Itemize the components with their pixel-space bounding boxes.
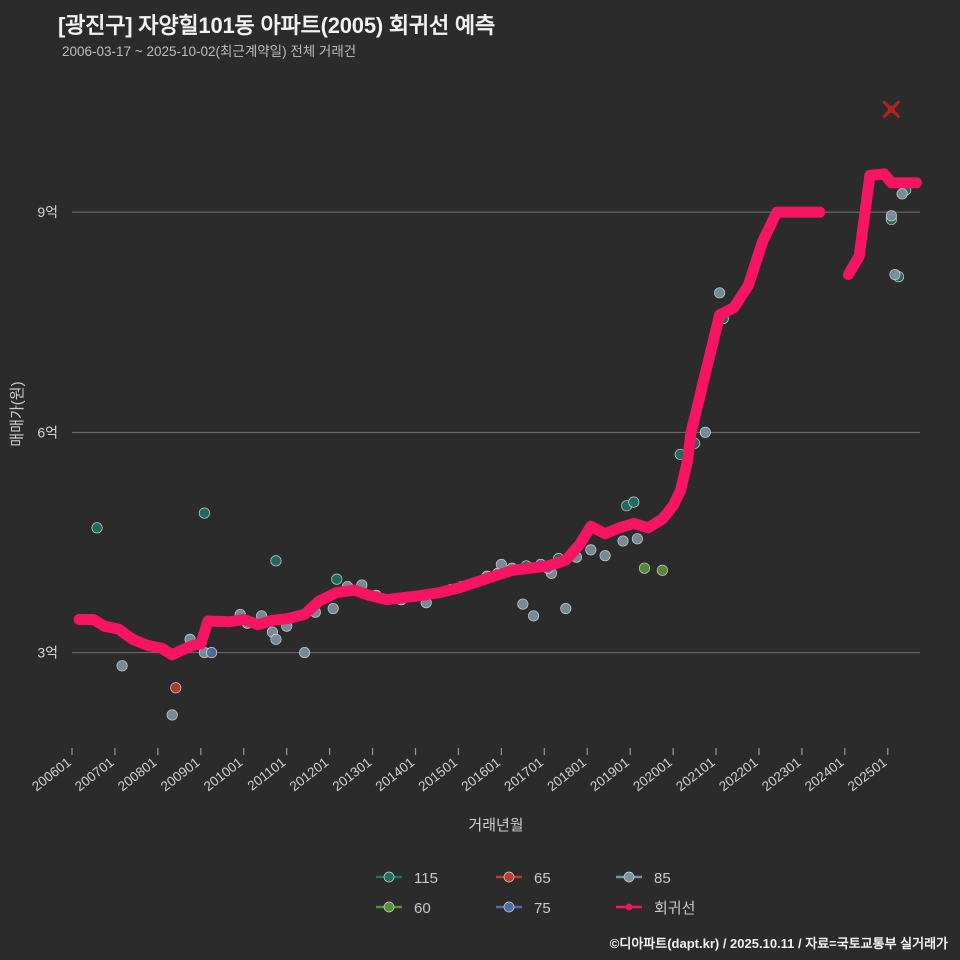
scatter-point-85 [270,633,282,645]
scatter-point-85 [560,602,572,615]
x-axis-tick-label: 201901 [587,755,632,795]
scatter-point-85 [166,709,178,721]
legend-item-85[interactable]: 85 [616,870,671,887]
scatter-point-85 [528,610,540,622]
x-axis-tick-label: 201701 [501,755,546,795]
legend-swatch-marker [625,903,633,911]
scatter-point-85 [599,550,611,562]
scatter-point-75 [205,647,218,659]
x-axis-tick-label: 200701 [72,755,117,795]
chart-title: [광진구] 자양힐101동 아파트(2005) 회귀선 예측 [58,13,496,38]
legend-label: 115 [414,870,438,887]
chart-legend: 115 65 85 60 75 회귀선 [376,870,695,917]
x-axis-title: 거래년월 [468,817,523,834]
x-axis-tick-label: 201601 [458,755,503,795]
scatter-point-115 [91,522,103,534]
scatter-point-65 [170,682,182,694]
legend-swatch-marker [383,871,395,883]
legend-label: 85 [654,870,671,887]
x-axis-tick-label: 201401 [373,755,418,795]
scatter-point-60 [656,564,668,576]
legend-label: 65 [534,870,551,887]
outlier-markers [882,100,900,118]
y-axis-tick-label: 6억 [37,424,58,440]
x-axis-tick-label: 202101 [673,755,718,795]
x-axis-tick-label: 202501 [845,755,890,795]
x-axis-tick-label: 202401 [802,755,847,795]
scatter-point-85 [327,602,339,615]
scatter-point-85 [299,647,311,659]
legend-label: 75 [534,900,551,917]
chart-subtitle: 2006-03-17 ~ 2025-10-02(최근계약일) 전체 거래건 [62,44,357,59]
regression-line [73,168,922,661]
legend-item-60[interactable]: 60 [376,900,431,917]
scatter-point-85 [517,598,529,610]
legend-swatch-marker [503,901,515,913]
scatter-point-85 [896,188,908,200]
legend-label: 회귀선 [654,900,695,917]
scatter-point-115 [331,573,343,585]
legend-swatch-marker [503,871,515,883]
y-axis-tick-label: 3억 [37,645,58,661]
legend-item-115[interactable]: 115 [376,870,438,887]
y-axis-ticks: 3억 6억 9억 [37,204,58,660]
scatter-point-115 [198,507,210,519]
scatter-point-60 [638,562,651,574]
scatter-point-115 [628,496,640,508]
x-axis-tick-label: 202001 [630,755,675,795]
x-axis-tick-label: 201501 [416,755,461,795]
scatter-point-85 [617,535,629,547]
x-axis-tick-label: 201001 [201,755,246,795]
x-axis-tick-label: 200801 [115,755,160,795]
legend-item-75[interactable]: 75 [496,900,551,917]
scatter-points [91,184,912,721]
scatter-point-85 [116,660,128,672]
outlier-core [887,105,895,113]
legend-swatch-marker [623,871,635,883]
axis-titles: 거래년월 매매가(원) [9,381,524,834]
x-axis-tick-label: 200901 [158,755,203,795]
scatter-point-115 [270,555,282,567]
x-axis-tick-label: 202201 [716,755,761,795]
regression-segment [842,168,922,280]
chart-footer: ©디아파트(dapt.kr) / 2025.10.11 / 자료=국토교통부 실… [609,936,948,951]
x-axis-tick-label: 201801 [544,755,589,795]
x-axis-tick-label: 201301 [330,755,375,795]
x-axis-tick-label: 201201 [287,755,332,795]
regression-segment [73,206,826,661]
y-axis-title: 매매가(원) [9,381,26,446]
grid-lines [72,211,920,654]
x-axis-tick-label: 200601 [29,755,74,795]
scatter-point-85 [889,268,901,281]
legend-item-65[interactable]: 65 [496,870,551,887]
scatter-point-85 [714,287,726,299]
legend-item-회귀선[interactable]: 회귀선 [616,900,695,917]
x-axis-tick-label: 202301 [759,755,804,795]
scatter-point-85 [631,533,643,545]
scatter-point-85 [699,426,711,438]
x-axis-ticks: 2006012007012008012009012010012011012012… [29,748,890,794]
x-axis-tick-label: 201101 [245,755,289,794]
scatter-point-85 [885,210,897,222]
scatter-point-85 [585,544,597,556]
legend-label: 60 [414,900,431,917]
legend-swatch-marker [383,901,395,913]
y-axis-tick-label: 9억 [37,204,58,220]
